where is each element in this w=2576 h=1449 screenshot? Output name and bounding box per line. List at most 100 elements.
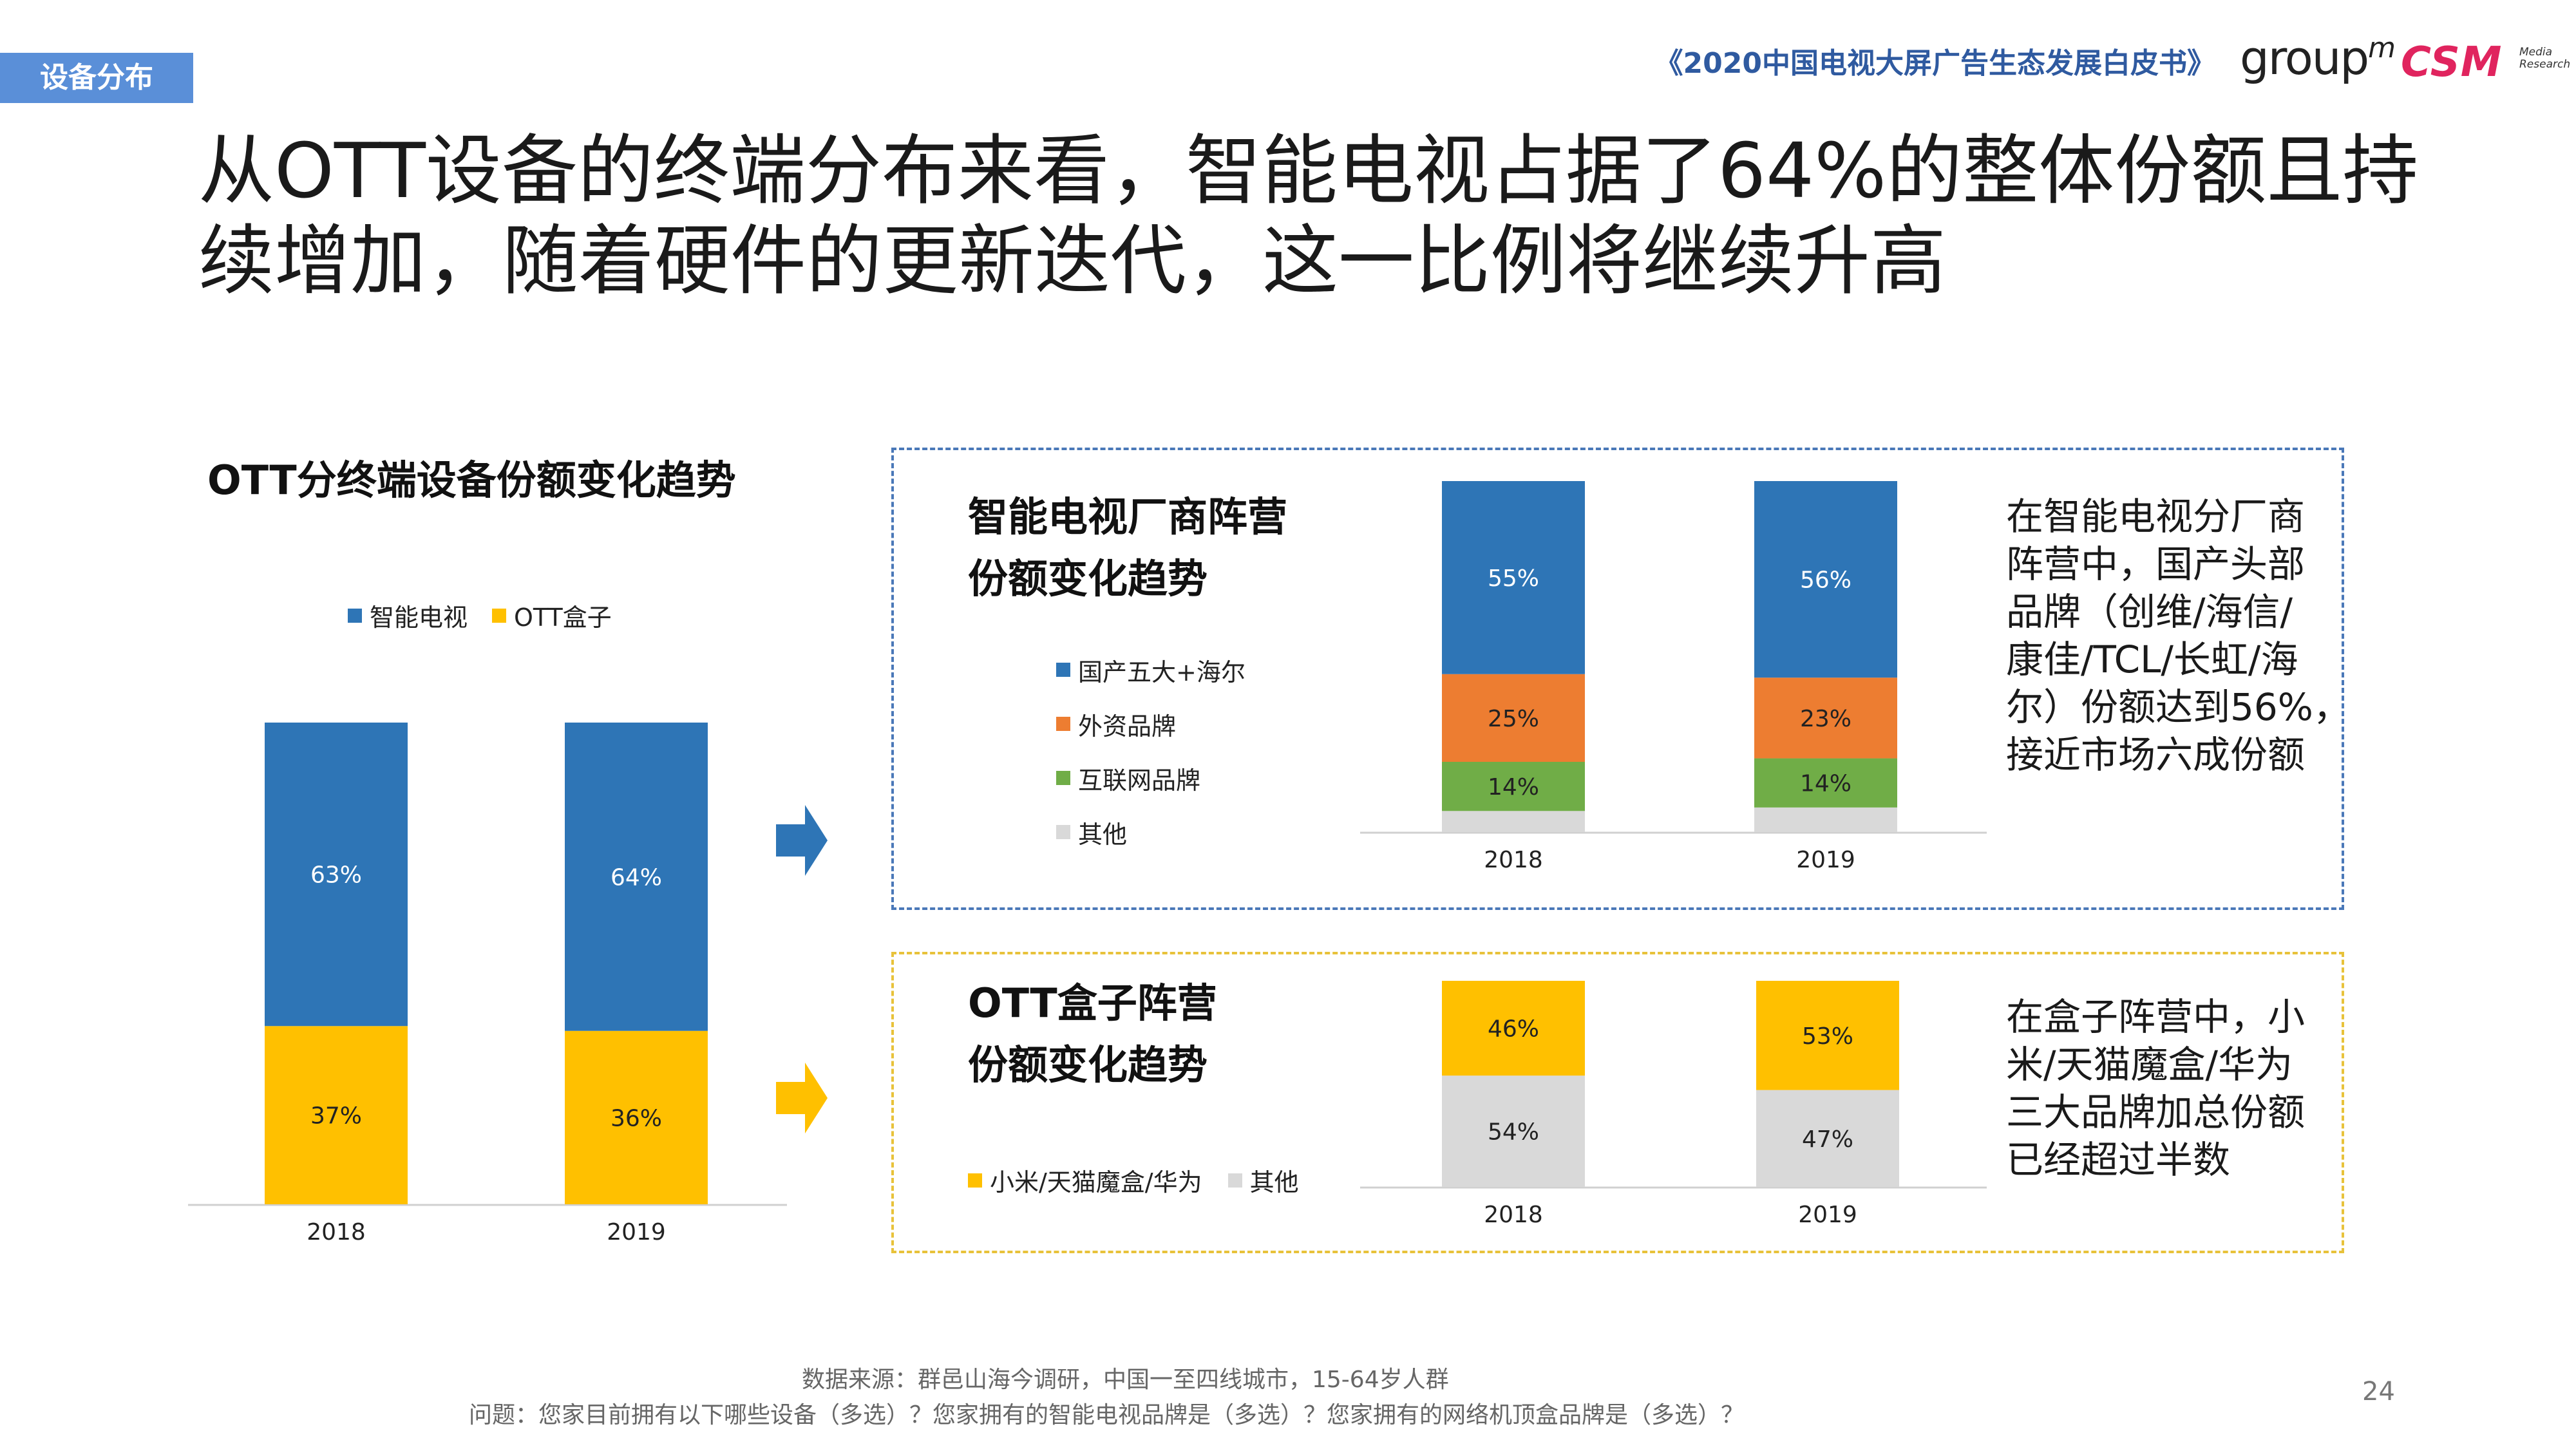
chart2-legend-item: 外资品牌 bbox=[1056, 697, 1245, 751]
legend-swatch bbox=[968, 1173, 982, 1188]
chart2-tick-label: 2018 bbox=[1484, 847, 1543, 873]
legend-label: 其他 bbox=[1078, 820, 1128, 849]
chart2-bar-segment bbox=[1442, 481, 1585, 674]
legend-label: 国产五大+海尔 bbox=[1078, 658, 1245, 687]
chart3-bar-segment bbox=[1756, 981, 1899, 1090]
chart1-bar-segment bbox=[265, 1026, 408, 1204]
tv-note-line: 在智能电视分厂商 bbox=[2006, 495, 2306, 538]
chart2-tick-label: 2019 bbox=[1796, 847, 1855, 873]
chart2-bar-segment bbox=[1754, 677, 1897, 759]
legend-swatch bbox=[492, 608, 507, 623]
chart2-bar-segment bbox=[1754, 481, 1897, 678]
chart2-data-label: 25% bbox=[1488, 706, 1539, 732]
chart2-bar-segment bbox=[1754, 807, 1897, 832]
chart1-data-label: 63% bbox=[310, 862, 362, 889]
yellow-arrow-icon bbox=[776, 1063, 828, 1133]
legend-swatch bbox=[1056, 771, 1070, 785]
chart1-data-label: 64% bbox=[611, 864, 662, 891]
legend-label: 外资品牌 bbox=[1078, 712, 1177, 741]
chart3-title-line-1: OTT盒子阵营 bbox=[968, 980, 1217, 1027]
box-note-line: 已经超过半数 bbox=[2006, 1138, 2231, 1182]
csm-logo-sub1: Media bbox=[2519, 46, 2553, 59]
chart3-legend-item: 其他 bbox=[1227, 1162, 1299, 1198]
chart3-title-line-2: 份额变化趋势 bbox=[968, 1041, 1208, 1088]
chart3-data-label: 47% bbox=[1802, 1126, 1853, 1153]
chart3-legend-item: 小米/天猫魔盒/华为 bbox=[968, 1162, 1202, 1198]
legend-label: 小米/天猫魔盒/华为 bbox=[990, 1168, 1202, 1197]
chart3-legend: 小米/天猫魔盒/华为 其他 bbox=[968, 1162, 1299, 1198]
legend-swatch bbox=[1056, 825, 1070, 839]
chart3-bar-segment bbox=[1442, 981, 1585, 1076]
chart2-data-label: 14% bbox=[1800, 771, 1852, 797]
csm-logo-sub2: Research bbox=[2519, 58, 2571, 71]
chart1-data-label: 36% bbox=[611, 1105, 662, 1132]
chart3-title: OTT盒子阵营 份额变化趋势 bbox=[968, 972, 1217, 1096]
chart2-data-label: 55% bbox=[1488, 565, 1539, 592]
legend-label: 智能电视 bbox=[370, 603, 468, 632]
chart2-title: 智能电视厂商阵营 份额变化趋势 bbox=[968, 486, 1287, 610]
chart2-bar-segment bbox=[1442, 674, 1585, 762]
tv-note-line: 品牌（创维/海信/ bbox=[2006, 590, 2293, 634]
chart1-legend-item: OTT盒子 bbox=[492, 598, 612, 633]
chart2-bar-segment bbox=[1754, 758, 1897, 808]
box-note-line: 在盒子阵营中，小 bbox=[2006, 995, 2306, 1039]
headline-line-2: 续增加，随着硬件的更新迭代，这一比例将继续升高 bbox=[198, 216, 1947, 305]
tv-note-line: 康佳/TCL/长虹/海 bbox=[2006, 638, 2298, 681]
box-note-line: 米/天猫魔盒/华为 bbox=[2006, 1043, 2293, 1086]
csm-logo: CSM bbox=[2401, 39, 2503, 86]
box-note: 在盒子阵营中，小 米/天猫魔盒/华为 三大品牌加总份额 已经超过半数 bbox=[2006, 993, 2305, 1184]
chart2-bar-segment bbox=[1442, 762, 1585, 811]
chart1-legend: 智能电视 OTT盒子 bbox=[348, 598, 612, 633]
chart1-bar-segment bbox=[565, 723, 708, 1031]
legend-swatch bbox=[348, 608, 362, 623]
chart2-legend-item: 其他 bbox=[1056, 805, 1245, 859]
chart1-tick-label: 2018 bbox=[307, 1219, 366, 1245]
chart2-data-label: 14% bbox=[1488, 774, 1539, 800]
tv-note-line: 接近市场六成份额 bbox=[2006, 733, 2306, 777]
chart2-data-label: 23% bbox=[1800, 706, 1852, 732]
chart1-data-label: 37% bbox=[310, 1103, 362, 1130]
arrows bbox=[776, 805, 828, 1133]
legend-label: 其他 bbox=[1249, 1168, 1299, 1197]
chart2-data-label: 56% bbox=[1800, 567, 1852, 594]
footer-question: 问题：您家目前拥有以下哪些设备（多选）？您家拥有的智能电视品牌是（多选）？您家拥… bbox=[469, 1402, 1745, 1428]
tv-note-line: 阵营中，国产头部 bbox=[2006, 542, 2306, 586]
footer-source: 数据来源：群邑山海今调研，中国一至四线城市，15-64岁人群 bbox=[802, 1367, 1449, 1393]
chart2-title-line-1: 智能电视厂商阵营 bbox=[968, 493, 1288, 540]
chart1-title: OTT分终端设备份额变化趋势 bbox=[207, 457, 736, 504]
legend-label: 互联网品牌 bbox=[1078, 766, 1201, 795]
legend-swatch bbox=[1056, 663, 1070, 677]
section-tag: 设备分布 bbox=[0, 53, 193, 103]
groupm-logo: groupm bbox=[2240, 31, 2396, 85]
chart3-data-label: 46% bbox=[1488, 1016, 1539, 1043]
tv-brand-panel bbox=[891, 448, 2344, 910]
csm-logo-subtitle: Media Research bbox=[2519, 46, 2570, 71]
chart2-legend-item: 互联网品牌 bbox=[1056, 751, 1245, 805]
chart1-bar-segment bbox=[565, 1030, 708, 1204]
chart2-bar-segment bbox=[1442, 811, 1585, 832]
page-number: 24 bbox=[2362, 1377, 2395, 1406]
groupm-logo-text: group bbox=[2240, 31, 2369, 85]
headline: 从OTT设备的终端分布来看，智能电视占据了64%的整体份额且持 续增加，随着硬件… bbox=[198, 126, 2452, 306]
chart2-legend: 国产五大+海尔 外资品牌 互联网品牌 其他 bbox=[1056, 643, 1245, 859]
chart1-tick-label: 2019 bbox=[607, 1219, 666, 1245]
groupm-logo-m: m bbox=[2368, 32, 2396, 64]
chart3-data-label: 54% bbox=[1488, 1119, 1539, 1146]
chart3-tick-label: 2019 bbox=[1798, 1202, 1857, 1228]
chart1-bar-segment bbox=[265, 723, 408, 1027]
chart3-bar-segment bbox=[1756, 1090, 1899, 1187]
tv-note: 在智能电视分厂商 阵营中，国产头部 品牌（创维/海信/ 康佳/TCL/长虹/海 … bbox=[2006, 493, 2351, 779]
chart3-data-label: 53% bbox=[1802, 1023, 1853, 1050]
box-brand-panel bbox=[891, 952, 2344, 1253]
blue-arrow-icon bbox=[776, 805, 828, 876]
report-title: 《2020中国电视大屏广告生态发展白皮书》 bbox=[1654, 47, 2215, 80]
headline-line-1: 从OTT设备的终端分布来看，智能电视占据了64%的整体份额且持 bbox=[198, 126, 2419, 215]
legend-swatch bbox=[1056, 717, 1070, 731]
legend-swatch bbox=[1227, 1173, 1242, 1188]
chart3-tick-label: 2018 bbox=[1484, 1202, 1543, 1228]
chart2-legend-item: 国产五大+海尔 bbox=[1056, 643, 1245, 697]
box-note-line: 三大品牌加总份额 bbox=[2006, 1090, 2306, 1134]
legend-label: OTT盒子 bbox=[514, 603, 612, 632]
chart1-legend-item: 智能电视 bbox=[348, 598, 468, 633]
